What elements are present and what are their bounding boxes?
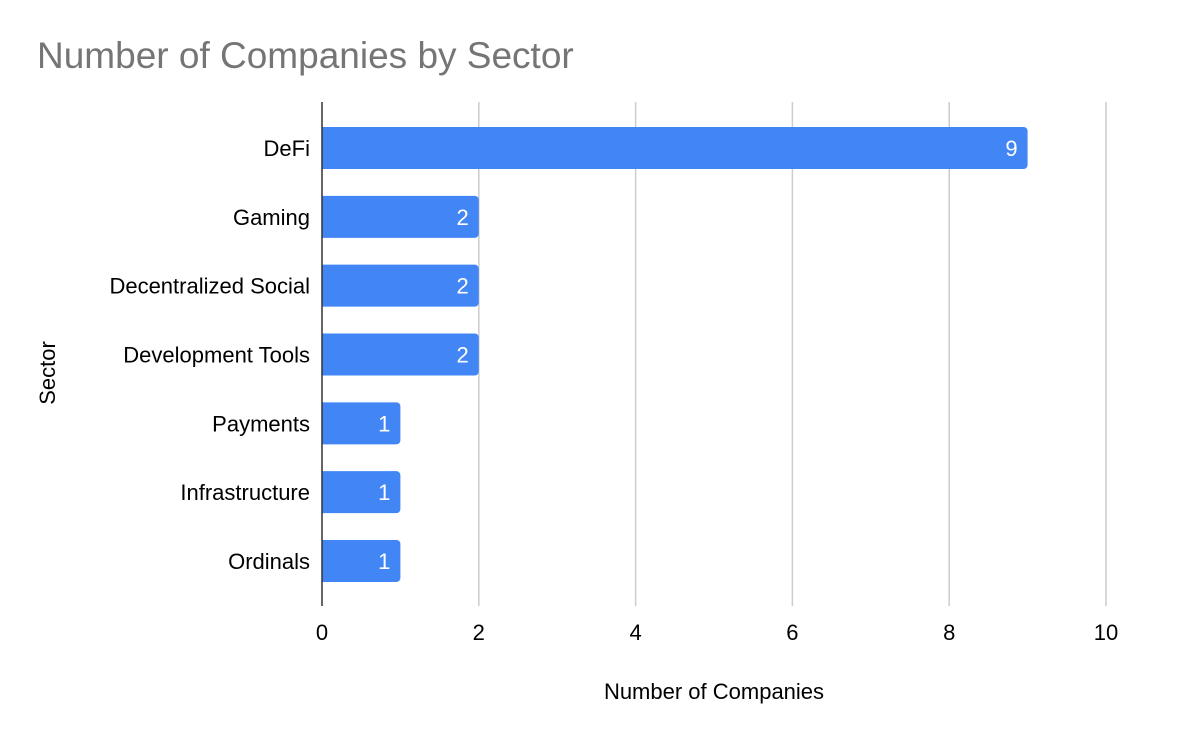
labels: 0 2 4 6 8 10 9 DeFi 2 Gaming 2 Decentralized Social… [109,136,1118,645]
x-tick-label: 0 [316,620,328,645]
bar-ordinals [322,539,401,582]
x-tick-label: 4 [629,620,641,645]
bar-development-tools [322,333,479,376]
data-label: 9 [1005,136,1017,161]
category-label: Ordinals [228,549,310,574]
data-label: 2 [457,205,469,230]
bar-decentralized-social [322,264,479,307]
y-axis-title: Sector [35,341,60,405]
bar-defi [322,127,1028,169]
data-label: 1 [378,411,390,436]
bar-payments [322,402,401,445]
bars [322,127,1028,582]
data-label: 1 [378,549,390,574]
category-label: Gaming [233,205,310,230]
x-tick-label: 2 [473,620,485,645]
bar-gaming [322,195,479,238]
gridlines [478,102,1107,606]
x-tick-label: 6 [786,620,798,645]
category-label: Development Tools [123,342,310,367]
category-label: Decentralized Social [109,274,310,299]
category-label: DeFi [264,136,310,161]
chart-title: Number of Companies by Sector [37,35,574,76]
bar-infrastructure [322,471,401,514]
data-label: 1 [378,480,390,505]
x-axis-title: Number of Companies [604,679,824,704]
x-tick-label: 10 [1094,620,1118,645]
data-label: 2 [457,274,469,299]
x-tick-label: 8 [943,620,955,645]
category-label: Infrastructure [180,480,310,505]
data-label: 2 [457,342,469,367]
category-label: Payments [212,411,310,436]
